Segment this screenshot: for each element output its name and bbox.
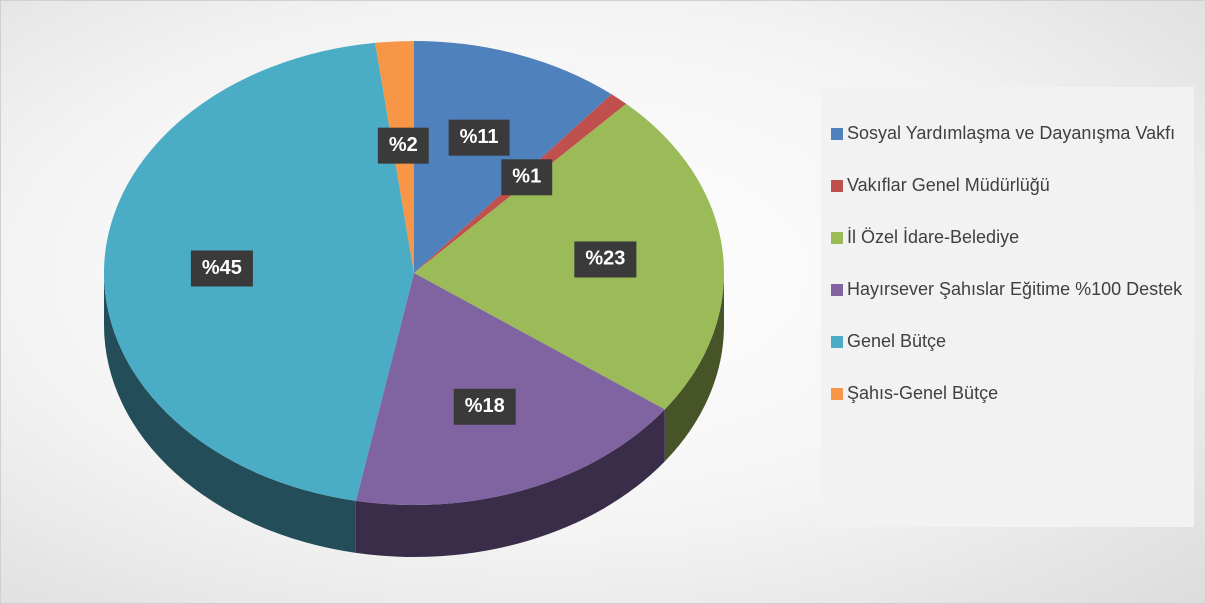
data-label-group: %45 bbox=[190, 250, 253, 287]
legend-label: Vakıflar Genel Müdürlüğü bbox=[847, 175, 1050, 195]
legend-swatch bbox=[831, 128, 843, 140]
legend-swatch bbox=[831, 336, 843, 348]
data-label: %11 bbox=[460, 126, 499, 148]
legend-item: Şahıs-Genel Bütçe bbox=[831, 381, 1184, 406]
data-label: %2 bbox=[389, 134, 418, 156]
data-label: %23 bbox=[585, 248, 625, 270]
slice-side bbox=[664, 273, 724, 462]
legend-swatch bbox=[831, 180, 843, 192]
slice bbox=[414, 103, 724, 410]
legend-label: Sosyal Yardımlaşma ve Dayanışma Vakfı bbox=[847, 123, 1176, 143]
data-label-group: %1 bbox=[501, 159, 553, 196]
data-label-box bbox=[453, 388, 516, 425]
data-label-group: %11 bbox=[448, 119, 510, 156]
legend-swatch bbox=[831, 388, 843, 400]
data-label-box bbox=[501, 159, 553, 196]
slice-side bbox=[355, 409, 665, 557]
legend-label: İl Özel İdare-Belediye bbox=[847, 227, 1020, 247]
data-label-group: %23 bbox=[574, 241, 637, 278]
slice-side bbox=[104, 273, 356, 553]
data-label-box bbox=[190, 250, 253, 287]
legend-swatch bbox=[831, 284, 843, 296]
data-label: %45 bbox=[202, 257, 242, 279]
legend-label: Şahıs-Genel Bütçe bbox=[847, 383, 999, 403]
data-label-box bbox=[377, 127, 429, 164]
data-label-box bbox=[574, 241, 637, 278]
legend-swatch bbox=[831, 232, 843, 244]
legend-item: Genel Bütçe bbox=[831, 329, 1184, 354]
legend-item: İl Özel İdare-Belediye bbox=[831, 225, 1184, 250]
legend-item: Hayırsever Şahıslar Eğitime %100 Destek bbox=[831, 277, 1184, 302]
data-label: %1 bbox=[512, 166, 541, 188]
data-label: %18 bbox=[465, 395, 505, 417]
legend-label: Genel Bütçe bbox=[847, 331, 947, 351]
legend-label: Hayırsever Şahıslar Eğitime %100 Destek bbox=[847, 279, 1183, 299]
data-label-box bbox=[448, 119, 510, 156]
slice bbox=[414, 41, 612, 273]
data-label-group: %2 bbox=[377, 127, 429, 164]
legend-item: Sosyal Yardımlaşma ve Dayanışma Vakfı bbox=[831, 121, 1184, 146]
slice bbox=[104, 42, 414, 501]
legend: Sosyal Yardımlaşma ve Dayanışma Vakfı Vak… bbox=[821, 87, 1194, 527]
legend-item: Vakıflar Genel Müdürlüğü bbox=[831, 173, 1184, 198]
data-label-group: %18 bbox=[453, 388, 516, 425]
